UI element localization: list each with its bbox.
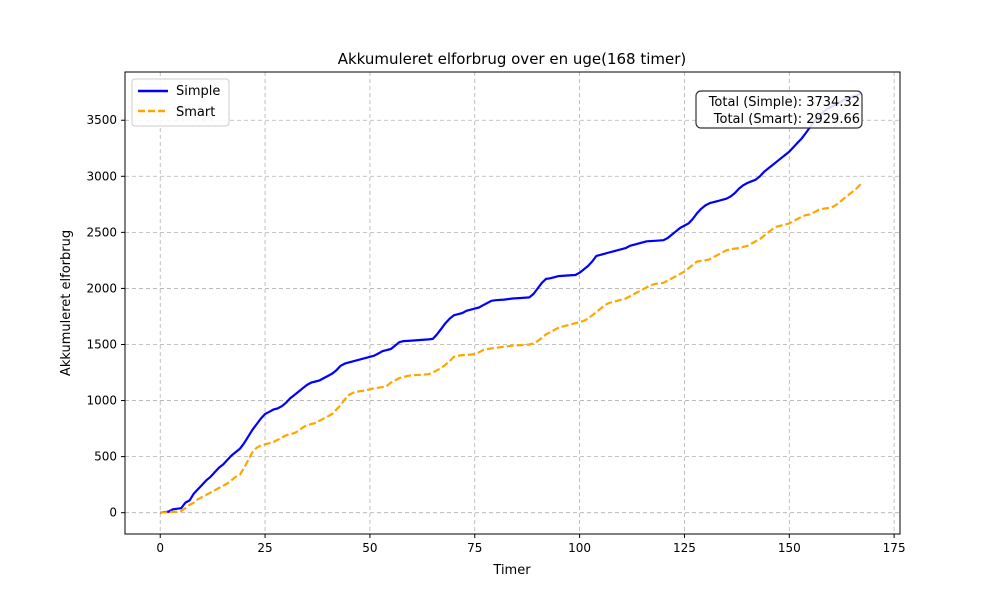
series-line-smart [160,183,862,514]
y-tick-label: 1500 [86,337,117,351]
total-simple-text: Total (Simple): 3734.32 [708,95,860,110]
plot-frame [124,71,901,535]
legend-simple-label: Simple [176,84,220,99]
y-tick-label: 500 [94,450,117,464]
total-smart-text: Total (Smart): 2929.66 [713,112,860,127]
y-tick-label: 0 [109,506,117,520]
x-tick-label: 150 [778,541,801,555]
x-axis-label: Timer [492,563,531,578]
x-tick-label: 100 [568,541,591,555]
y-tick-label: 1000 [86,394,117,408]
series-layer [160,92,862,514]
series-line-simple [160,92,861,514]
grid [125,72,900,534]
x-tick-label: 0 [156,541,164,555]
x-tick-label: 125 [673,541,696,555]
y-tick-label: 2000 [86,281,117,295]
x-tick-label: 50 [362,541,377,555]
legend-smart-label: Smart [176,105,215,120]
y-axis-label: Akkumuleret elforbrug [59,230,74,376]
totals-annotation-box [695,90,863,129]
ticks: 0 25 50 75 100 125 150 175 0 500 1000 1500 2000 2500 3… [86,113,905,555]
y-tick-label: 3500 [86,113,117,127]
y-tick-label: 2500 [86,225,117,239]
totals-annotation: Total (Simple): 3734.32 Total (Smart): 2… [695,90,863,129]
x-tick-label: 25 [257,541,272,555]
x-tick-label: 175 [883,541,906,555]
y-tick-label: 3000 [86,169,117,183]
x-tick-label: 75 [467,541,482,555]
legend: Simple Smart [131,78,230,127]
chart-title: Akkumuleret elforbrug over en uge(168 ti… [338,50,687,68]
